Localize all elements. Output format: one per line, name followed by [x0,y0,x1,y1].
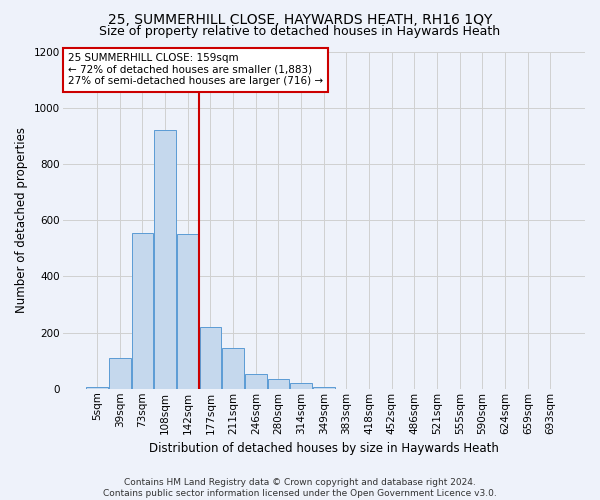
Bar [109,358,131,389]
Bar [268,380,289,389]
Bar [200,327,221,389]
Bar [313,386,335,389]
Bar [154,130,176,389]
Bar [223,348,244,389]
X-axis label: Distribution of detached houses by size in Haywards Heath: Distribution of detached houses by size … [149,442,499,455]
Y-axis label: Number of detached properties: Number of detached properties [15,127,28,313]
Text: Size of property relative to detached houses in Haywards Heath: Size of property relative to detached ho… [100,25,500,38]
Bar [245,374,266,389]
Bar [131,233,153,389]
Bar [290,382,312,389]
Text: Contains HM Land Registry data © Crown copyright and database right 2024.
Contai: Contains HM Land Registry data © Crown c… [103,478,497,498]
Bar [177,234,199,389]
Text: 25 SUMMERHILL CLOSE: 159sqm
← 72% of detached houses are smaller (1,883)
27% of : 25 SUMMERHILL CLOSE: 159sqm ← 72% of det… [68,53,323,86]
Text: 25, SUMMERHILL CLOSE, HAYWARDS HEATH, RH16 1QY: 25, SUMMERHILL CLOSE, HAYWARDS HEATH, RH… [108,12,492,26]
Bar [86,388,108,389]
